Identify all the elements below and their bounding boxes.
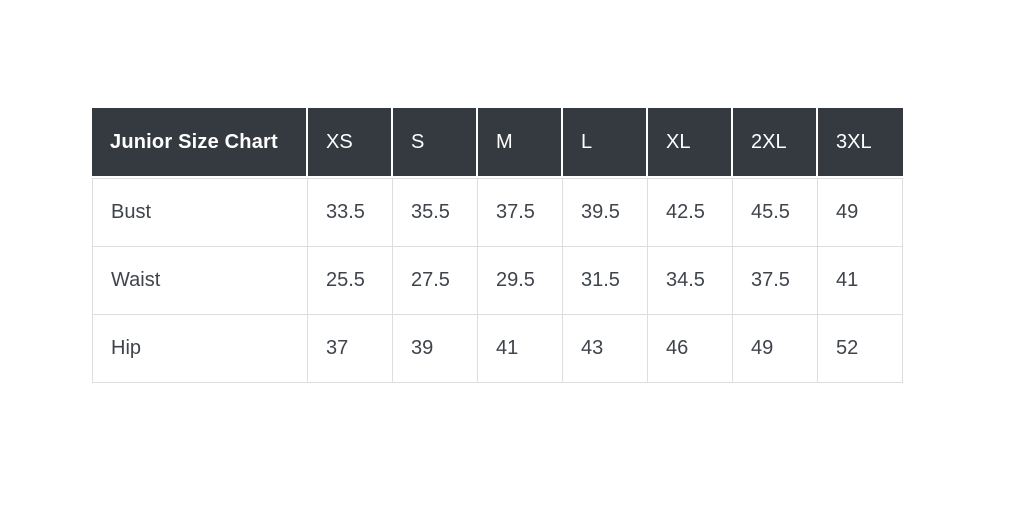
table-header-row: Junior Size Chart XS S M L XL 2XL 3XL — [92, 108, 903, 178]
table-row-hip: Hip 37 39 41 43 46 49 52 — [92, 315, 903, 383]
cell-waist-2xl: 37.5 — [733, 247, 818, 315]
table-title-cell: Junior Size Chart — [92, 108, 308, 178]
table-row-bust: Bust 33.5 35.5 37.5 39.5 42.5 45.5 49 — [92, 178, 903, 247]
cell-hip-xs: 37 — [308, 315, 393, 383]
cell-waist-l: 31.5 — [563, 247, 648, 315]
cell-bust-2xl: 45.5 — [733, 178, 818, 247]
cell-waist-s: 27.5 — [393, 247, 478, 315]
cell-bust-l: 39.5 — [563, 178, 648, 247]
cell-waist-m: 29.5 — [478, 247, 563, 315]
cell-waist-3xl: 41 — [818, 247, 903, 315]
cell-hip-l: 43 — [563, 315, 648, 383]
cell-bust-s: 35.5 — [393, 178, 478, 247]
cell-hip-xl: 46 — [648, 315, 733, 383]
cell-hip-s: 39 — [393, 315, 478, 383]
header-cell-l: L — [563, 108, 648, 178]
cell-bust-xl: 42.5 — [648, 178, 733, 247]
cell-hip-3xl: 52 — [818, 315, 903, 383]
row-label-waist: Waist — [92, 247, 308, 315]
header-cell-3xl: 3XL — [818, 108, 903, 178]
cell-bust-xs: 33.5 — [308, 178, 393, 247]
cell-bust-3xl: 49 — [818, 178, 903, 247]
row-label-hip: Hip — [92, 315, 308, 383]
junior-size-chart-table: Junior Size Chart XS S M L XL 2XL 3XL Bu… — [92, 108, 903, 383]
header-cell-s: S — [393, 108, 478, 178]
cell-waist-xs: 25.5 — [308, 247, 393, 315]
cell-hip-2xl: 49 — [733, 315, 818, 383]
row-label-bust: Bust — [92, 178, 308, 247]
header-cell-xl: XL — [648, 108, 733, 178]
cell-hip-m: 41 — [478, 315, 563, 383]
cell-waist-xl: 34.5 — [648, 247, 733, 315]
header-cell-m: M — [478, 108, 563, 178]
header-cell-xs: XS — [308, 108, 393, 178]
cell-bust-m: 37.5 — [478, 178, 563, 247]
header-cell-2xl: 2XL — [733, 108, 818, 178]
table-row-waist: Waist 25.5 27.5 29.5 31.5 34.5 37.5 41 — [92, 247, 903, 315]
